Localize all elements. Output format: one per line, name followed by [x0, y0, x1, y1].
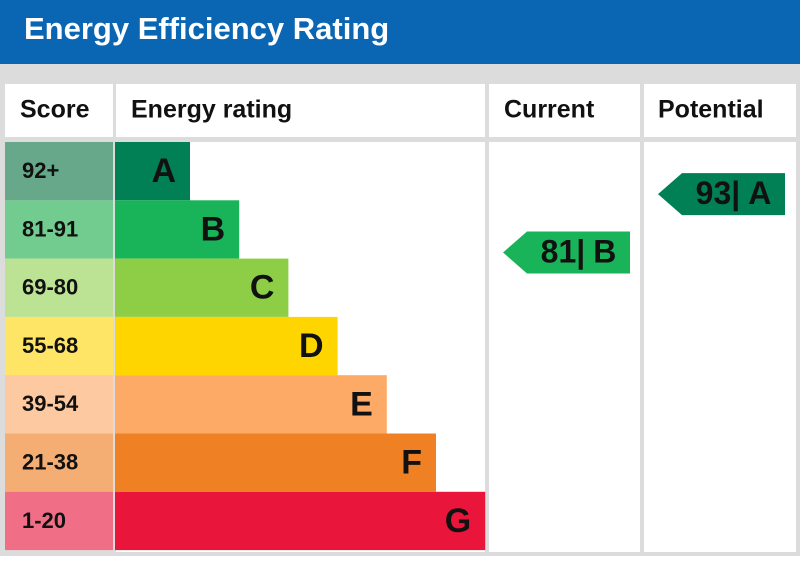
rating-bar	[115, 200, 240, 259]
score-cell	[5, 433, 113, 492]
arrow-score: 93|	[696, 176, 741, 212]
header-cell	[5, 84, 113, 137]
rating-bar	[115, 142, 190, 201]
score-range: 69-80	[22, 275, 78, 300]
column-header: Potential	[658, 96, 764, 124]
rating-letter: B	[201, 210, 226, 248]
score-range: 21-38	[22, 449, 78, 474]
score-cell	[5, 142, 113, 201]
column-header: Score	[20, 96, 90, 124]
header-cell	[644, 84, 796, 137]
header-cell	[116, 84, 485, 137]
rating-letter: A	[151, 152, 176, 190]
column-header: Current	[504, 96, 595, 124]
rating-arrow	[503, 231, 630, 274]
score-cell	[5, 316, 113, 376]
arrow-letter: A	[748, 176, 771, 212]
rating-bar	[115, 433, 436, 492]
rating-arrow	[658, 173, 785, 216]
score-range: 1-20	[22, 508, 66, 533]
header-cell	[489, 84, 640, 137]
rating-arrow-label: 81| B	[541, 234, 617, 270]
score-range: 92+	[22, 158, 59, 183]
rating-bar	[115, 375, 387, 434]
score-range: 81-91	[22, 216, 78, 241]
score-cell	[5, 200, 113, 259]
rating-letter: C	[250, 269, 275, 307]
arrow-score: 81|	[541, 234, 586, 270]
score-cell	[5, 491, 113, 551]
rating-letter: G	[445, 502, 471, 540]
rating-bar	[115, 316, 338, 376]
rating-arrow-label: 93| A	[696, 176, 772, 212]
current-cell	[489, 142, 640, 552]
header-title: Energy Efficiency Rating	[24, 11, 389, 46]
rating-bar	[115, 258, 289, 317]
rating-bar	[115, 491, 486, 551]
rating-letter: F	[401, 444, 422, 482]
rating-letter: D	[299, 327, 324, 365]
column-header: Energy rating	[131, 96, 292, 124]
score-range: 39-54	[22, 391, 79, 416]
arrow-letter: B	[593, 234, 616, 270]
score-range: 55-68	[22, 333, 78, 358]
score-cell	[5, 258, 113, 317]
score-cell	[5, 375, 113, 434]
rating-letter: E	[350, 385, 373, 423]
header-bar	[0, 0, 800, 64]
